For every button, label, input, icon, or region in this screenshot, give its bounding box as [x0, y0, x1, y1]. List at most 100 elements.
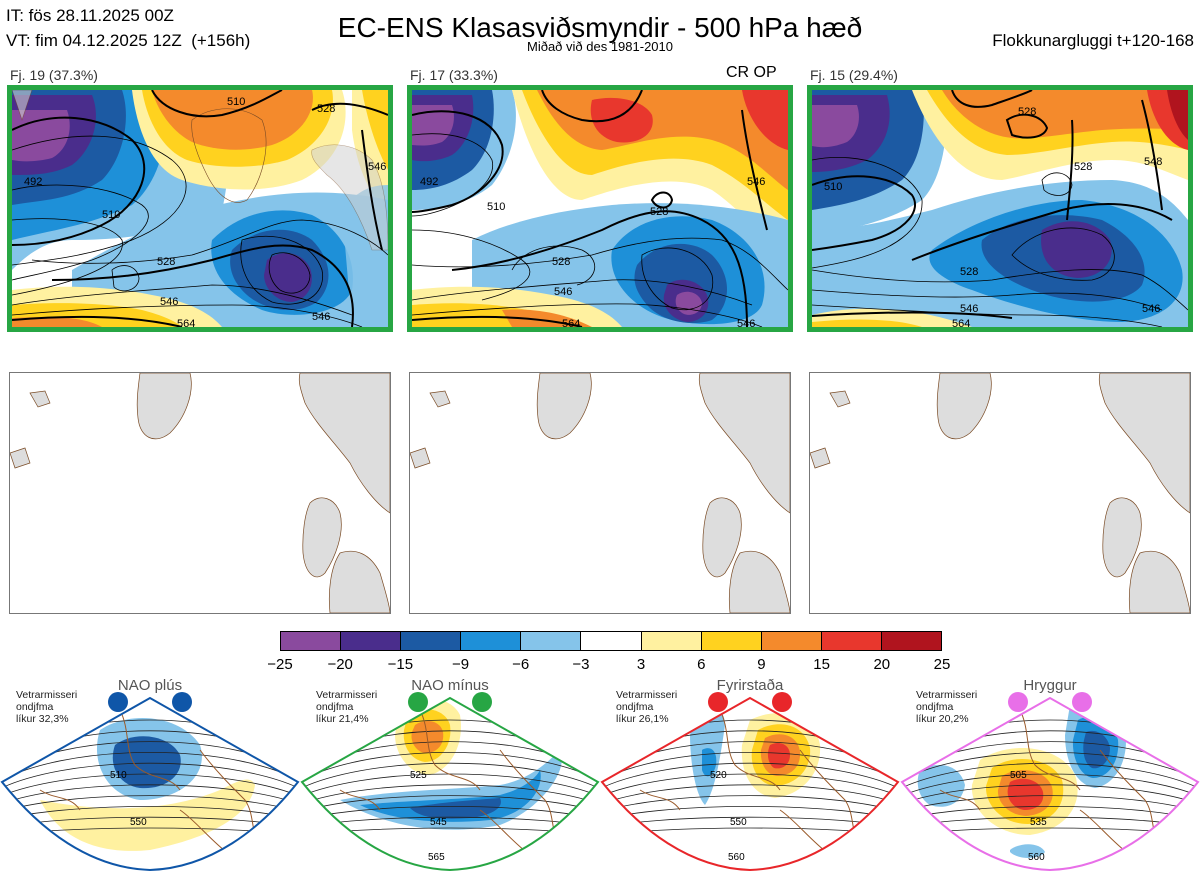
height-contour	[2, 762, 298, 795]
regime-title: Hryggur	[1023, 677, 1077, 694]
regime-marker-dot	[772, 692, 792, 712]
contour-label: 510	[487, 201, 505, 213]
valid-time: VT: fim 04.12.2025 12Z (+156h)	[6, 31, 251, 50]
contour-label: 492	[24, 176, 42, 188]
cluster-3-label: Fj. 15 (29.4%)	[810, 67, 898, 83]
page-subtitle: Miðað við des 1981-2010	[527, 39, 673, 54]
contour-label: 564	[562, 318, 580, 327]
colorbar-swatch	[821, 632, 882, 650]
contour-label: 546	[1142, 303, 1160, 315]
regime-contour-label: 510	[110, 770, 127, 781]
regime-marker-dot	[172, 692, 192, 712]
init-time: IT: fös 28.11.2025 00Z	[6, 6, 174, 25]
colorbar-tick-label: 3	[636, 656, 646, 673]
colorbar-swatch	[881, 632, 942, 650]
regime-probability-text: Vetrarmisseri ondjfma líkur 21,4%	[316, 689, 378, 725]
colorbar-tick-label: −25	[267, 656, 293, 673]
regime-outline	[600, 696, 900, 871]
contour-label: 564	[177, 318, 195, 327]
contour-label: 528	[157, 256, 175, 268]
colorbar-swatch	[401, 632, 462, 650]
anomaly-fill	[1007, 778, 1044, 810]
regime-outline	[300, 696, 600, 871]
coastline	[39, 709, 261, 856]
regime-contour-label: 560	[728, 852, 745, 863]
regime-probability-text: Vetrarmisseri ondjfma líkur 26,1%	[616, 689, 678, 725]
regime-marker-dot	[472, 692, 492, 712]
regime-contour-label: 535	[1030, 817, 1047, 828]
regime-title: NAO plús	[117, 677, 183, 694]
colorbar-tick-label: −9	[451, 656, 470, 673]
colorbar-swatch	[281, 632, 342, 650]
cluster-map-3: 510 528 528 546 564 546 548 528	[807, 85, 1193, 332]
contour-label: 546	[368, 161, 386, 173]
cluster-map-2: 492 510 528 546 528 546 564 546	[407, 85, 793, 332]
regime-marker-dot	[1072, 692, 1092, 712]
regime-panel: 510 550	[0, 690, 300, 871]
colorbar-tick-label: −15	[387, 656, 414, 673]
colorbar-swatch	[701, 632, 762, 650]
colorbar-tick-label: 20	[873, 656, 891, 673]
regime-outline	[900, 696, 1200, 871]
anomaly-fill	[1010, 844, 1045, 858]
contour-label: 546	[960, 303, 978, 315]
colorbar-tick-label: 25	[933, 656, 951, 673]
contour-label: 546	[737, 318, 755, 327]
colorbar-tick-label: 9	[757, 656, 766, 673]
contour-label: 546	[747, 176, 765, 188]
colorbar-swatch	[641, 632, 702, 650]
anomaly-fill	[1083, 730, 1110, 769]
colorbar-swatch	[341, 632, 402, 650]
regime-contour-label: 520	[710, 770, 727, 781]
contour-label: 528	[317, 103, 335, 115]
colorbar-swatch	[581, 632, 642, 650]
height-contour	[602, 762, 898, 795]
cluster-2-label: Fj. 17 (33.3%)	[410, 67, 498, 83]
regime-outline	[0, 696, 300, 871]
regime-panel: 505 535 560	[900, 690, 1200, 871]
contour-label: 548	[1144, 156, 1162, 168]
height-contour	[302, 784, 598, 809]
colorbar	[280, 631, 942, 651]
regime-probability-text: Vetrarmisseri ondjfma líkur 32,3%	[16, 689, 78, 725]
empty-map-3	[809, 372, 1191, 614]
contour-label: 492	[420, 176, 438, 188]
contour-label: 510	[824, 181, 842, 193]
anomaly-fill	[112, 736, 181, 789]
regime-contour-label: 565	[428, 852, 445, 863]
contour-label: 546	[312, 311, 330, 323]
height-contour	[302, 762, 598, 795]
height-contour	[902, 784, 1198, 809]
colorbar-tick-label: −3	[572, 656, 590, 673]
empty-map-2	[409, 372, 791, 614]
regime-contour-label: 505	[1010, 770, 1027, 781]
contour-label: 528	[1074, 161, 1092, 173]
regime-panel: 520 550 560	[600, 690, 900, 871]
regime-panel: 525 545 565	[300, 690, 600, 871]
regime-contour-label: 545	[430, 817, 447, 828]
contour-label: 510	[227, 96, 245, 108]
regime-marker-dot	[408, 692, 428, 712]
anomaly-fill	[702, 748, 717, 777]
regime-probability-text: Vetrarmisseri ondjfma líkur 20,2%	[916, 689, 978, 725]
regime-marker-dot	[708, 692, 728, 712]
colorbar-swatch	[761, 632, 822, 650]
contour-label: 528	[1018, 106, 1036, 118]
colorbar-tick-label: 6	[697, 656, 706, 673]
height-contour	[602, 784, 898, 809]
cluster-2-tag: CR OP	[726, 64, 777, 81]
regime-title: NAO mínus	[411, 677, 489, 694]
colorbar-tick-label: −20	[327, 656, 353, 673]
anomaly-fill	[410, 798, 501, 819]
regime-contour-label: 550	[730, 817, 747, 828]
coastline	[939, 709, 1161, 856]
contour-label: 510	[102, 209, 120, 221]
empty-map-1	[9, 372, 391, 614]
regime-marker-dot	[1008, 692, 1028, 712]
regime-contour-label: 550	[130, 817, 147, 828]
cluster-map-1: 492 510 528 546 546 564 510 528 546	[7, 85, 393, 332]
contour-label: 546	[554, 286, 572, 298]
anomaly-fill	[767, 743, 790, 769]
classification-window: Flokkunargluggi t+120-168	[992, 31, 1194, 50]
colorbar-swatch	[521, 632, 582, 650]
